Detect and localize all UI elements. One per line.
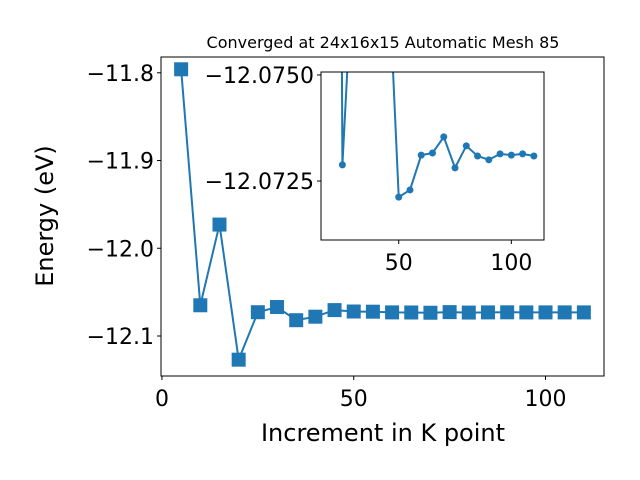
x-tick-label: 100 <box>490 251 532 276</box>
marker <box>231 352 246 367</box>
marker <box>485 156 493 164</box>
x-tick-label: 50 <box>340 387 368 412</box>
chart-title: Converged at 24x16x15 Automatic Mesh 85 <box>207 33 560 52</box>
marker <box>519 150 527 158</box>
marker <box>557 305 572 320</box>
marker <box>429 149 436 157</box>
y-tick-label: −12.0 <box>87 237 154 262</box>
marker <box>193 298 208 313</box>
marker <box>480 305 495 320</box>
x-tick-label: 100 <box>525 387 567 412</box>
marker <box>474 152 482 160</box>
marker <box>289 313 304 328</box>
marker <box>500 305 515 320</box>
marker <box>440 133 448 141</box>
marker <box>423 305 438 320</box>
marker <box>365 304 380 319</box>
marker <box>404 305 419 320</box>
marker <box>451 164 459 172</box>
marker <box>496 150 504 158</box>
marker <box>462 142 470 150</box>
plot-content <box>174 62 591 367</box>
marker <box>576 305 591 320</box>
y-tick-label: −12.0725 <box>205 170 314 195</box>
marker <box>346 304 361 319</box>
x-tick-label: 50 <box>385 251 413 276</box>
marker <box>461 305 476 320</box>
y-tick-label: −11.9 <box>87 150 154 175</box>
y-tick-label: −12.0750 <box>205 64 314 89</box>
y-tick-label: −12.1 <box>87 325 154 350</box>
marker <box>395 193 403 201</box>
marker <box>250 305 265 320</box>
marker <box>406 186 414 194</box>
axes-frame <box>320 71 545 241</box>
marker <box>442 305 457 320</box>
y-tick-label: −11.8 <box>87 62 154 87</box>
marker <box>174 62 189 77</box>
axes-frame <box>160 56 605 377</box>
x-axis-label: Increment in K point <box>261 419 505 447</box>
marker <box>308 309 323 324</box>
y-axis-label: Energy (eV) <box>31 145 59 287</box>
marker <box>507 151 515 159</box>
marker <box>385 305 400 320</box>
marker <box>538 305 553 320</box>
marker <box>270 300 285 315</box>
data-line <box>180 69 584 364</box>
plot-content <box>338 72 538 201</box>
marker <box>417 151 425 159</box>
marker <box>327 303 342 318</box>
marker <box>212 217 227 232</box>
marker <box>530 152 538 160</box>
marker <box>338 161 346 169</box>
marker <box>519 305 534 320</box>
x-tick-label: 0 <box>155 387 169 412</box>
